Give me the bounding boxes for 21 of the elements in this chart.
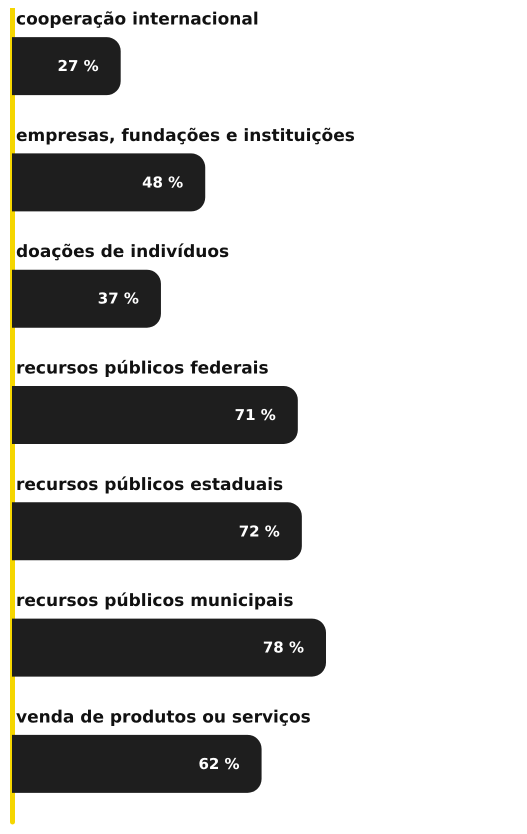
bar xyxy=(12,270,161,328)
bar xyxy=(12,502,302,560)
data-label: 71 % xyxy=(234,406,276,424)
y-tick-label: venda de produtos ou serviços xyxy=(16,707,311,728)
y-tick-label: recursos públicos municipais xyxy=(16,591,294,612)
data-label: 27 % xyxy=(58,57,99,76)
data-label: 78 % xyxy=(262,638,304,657)
y-tick-label: cooperação internacional xyxy=(16,10,259,30)
y-tick-label: empresas, fundações e instituições xyxy=(16,126,355,146)
data-label: 62 % xyxy=(198,754,240,773)
y-tick-label: doações de indivíduos xyxy=(16,242,230,262)
y-tick-label: recursos públicos federais xyxy=(16,358,269,378)
data-label: 37 % xyxy=(98,290,139,308)
bar xyxy=(12,386,298,444)
data-label: 48 % xyxy=(142,173,184,192)
data-label: 72 % xyxy=(238,522,280,540)
y-tick-label: recursos públicos estaduais xyxy=(16,474,284,495)
bar xyxy=(12,153,206,212)
bar xyxy=(12,618,326,677)
bar xyxy=(12,734,262,793)
bar xyxy=(12,37,121,96)
